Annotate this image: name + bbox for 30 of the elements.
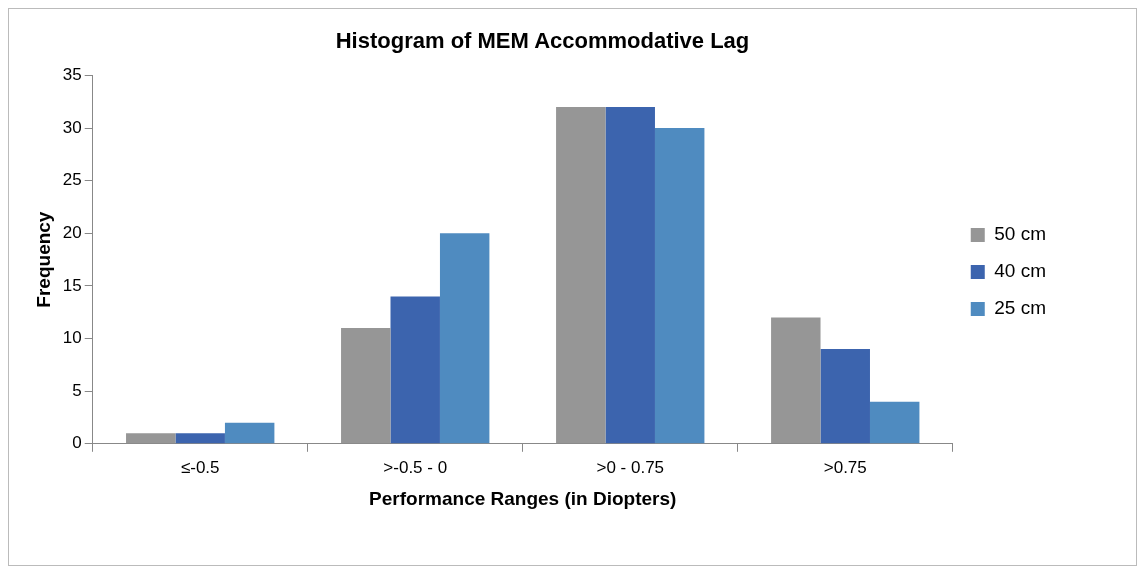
bar (224, 422, 275, 444)
x-axis-title: Performance Ranges (in Diopters) (369, 487, 677, 509)
legend-label: 25 cm (994, 297, 1047, 319)
y-tick-label: 30 (62, 117, 82, 137)
bar (869, 401, 920, 444)
y-tick-label: 0 (72, 433, 82, 453)
chart-title: Histogram of MEM Accommodative Lag (335, 28, 750, 54)
x-tick-label: >0.75 (823, 457, 867, 477)
y-tick-label: 15 (62, 275, 82, 295)
y-tick-label: 35 (62, 65, 82, 85)
bar (771, 317, 821, 444)
y-axis-title: Frequency (32, 211, 54, 308)
bar (175, 433, 225, 444)
bar (126, 433, 176, 444)
y-tick-label: 20 (62, 222, 82, 242)
legend-label: 40 cm (994, 260, 1047, 282)
bar (390, 296, 440, 444)
bar (605, 106, 655, 444)
x-tick-label: >0 - 0.75 (596, 457, 665, 477)
x-tick-label: >-0.5 - 0 (383, 457, 448, 477)
bar (439, 233, 490, 444)
y-tick-label: 5 (72, 380, 82, 400)
bar (654, 128, 705, 444)
bar (820, 349, 870, 444)
bar (556, 106, 606, 444)
legend-label: 50 cm (994, 223, 1047, 245)
x-tick-label: ≤-0.5 (180, 457, 220, 477)
bar (341, 328, 391, 444)
y-tick-label: 25 (62, 170, 82, 190)
y-tick-label: 10 (62, 328, 82, 348)
